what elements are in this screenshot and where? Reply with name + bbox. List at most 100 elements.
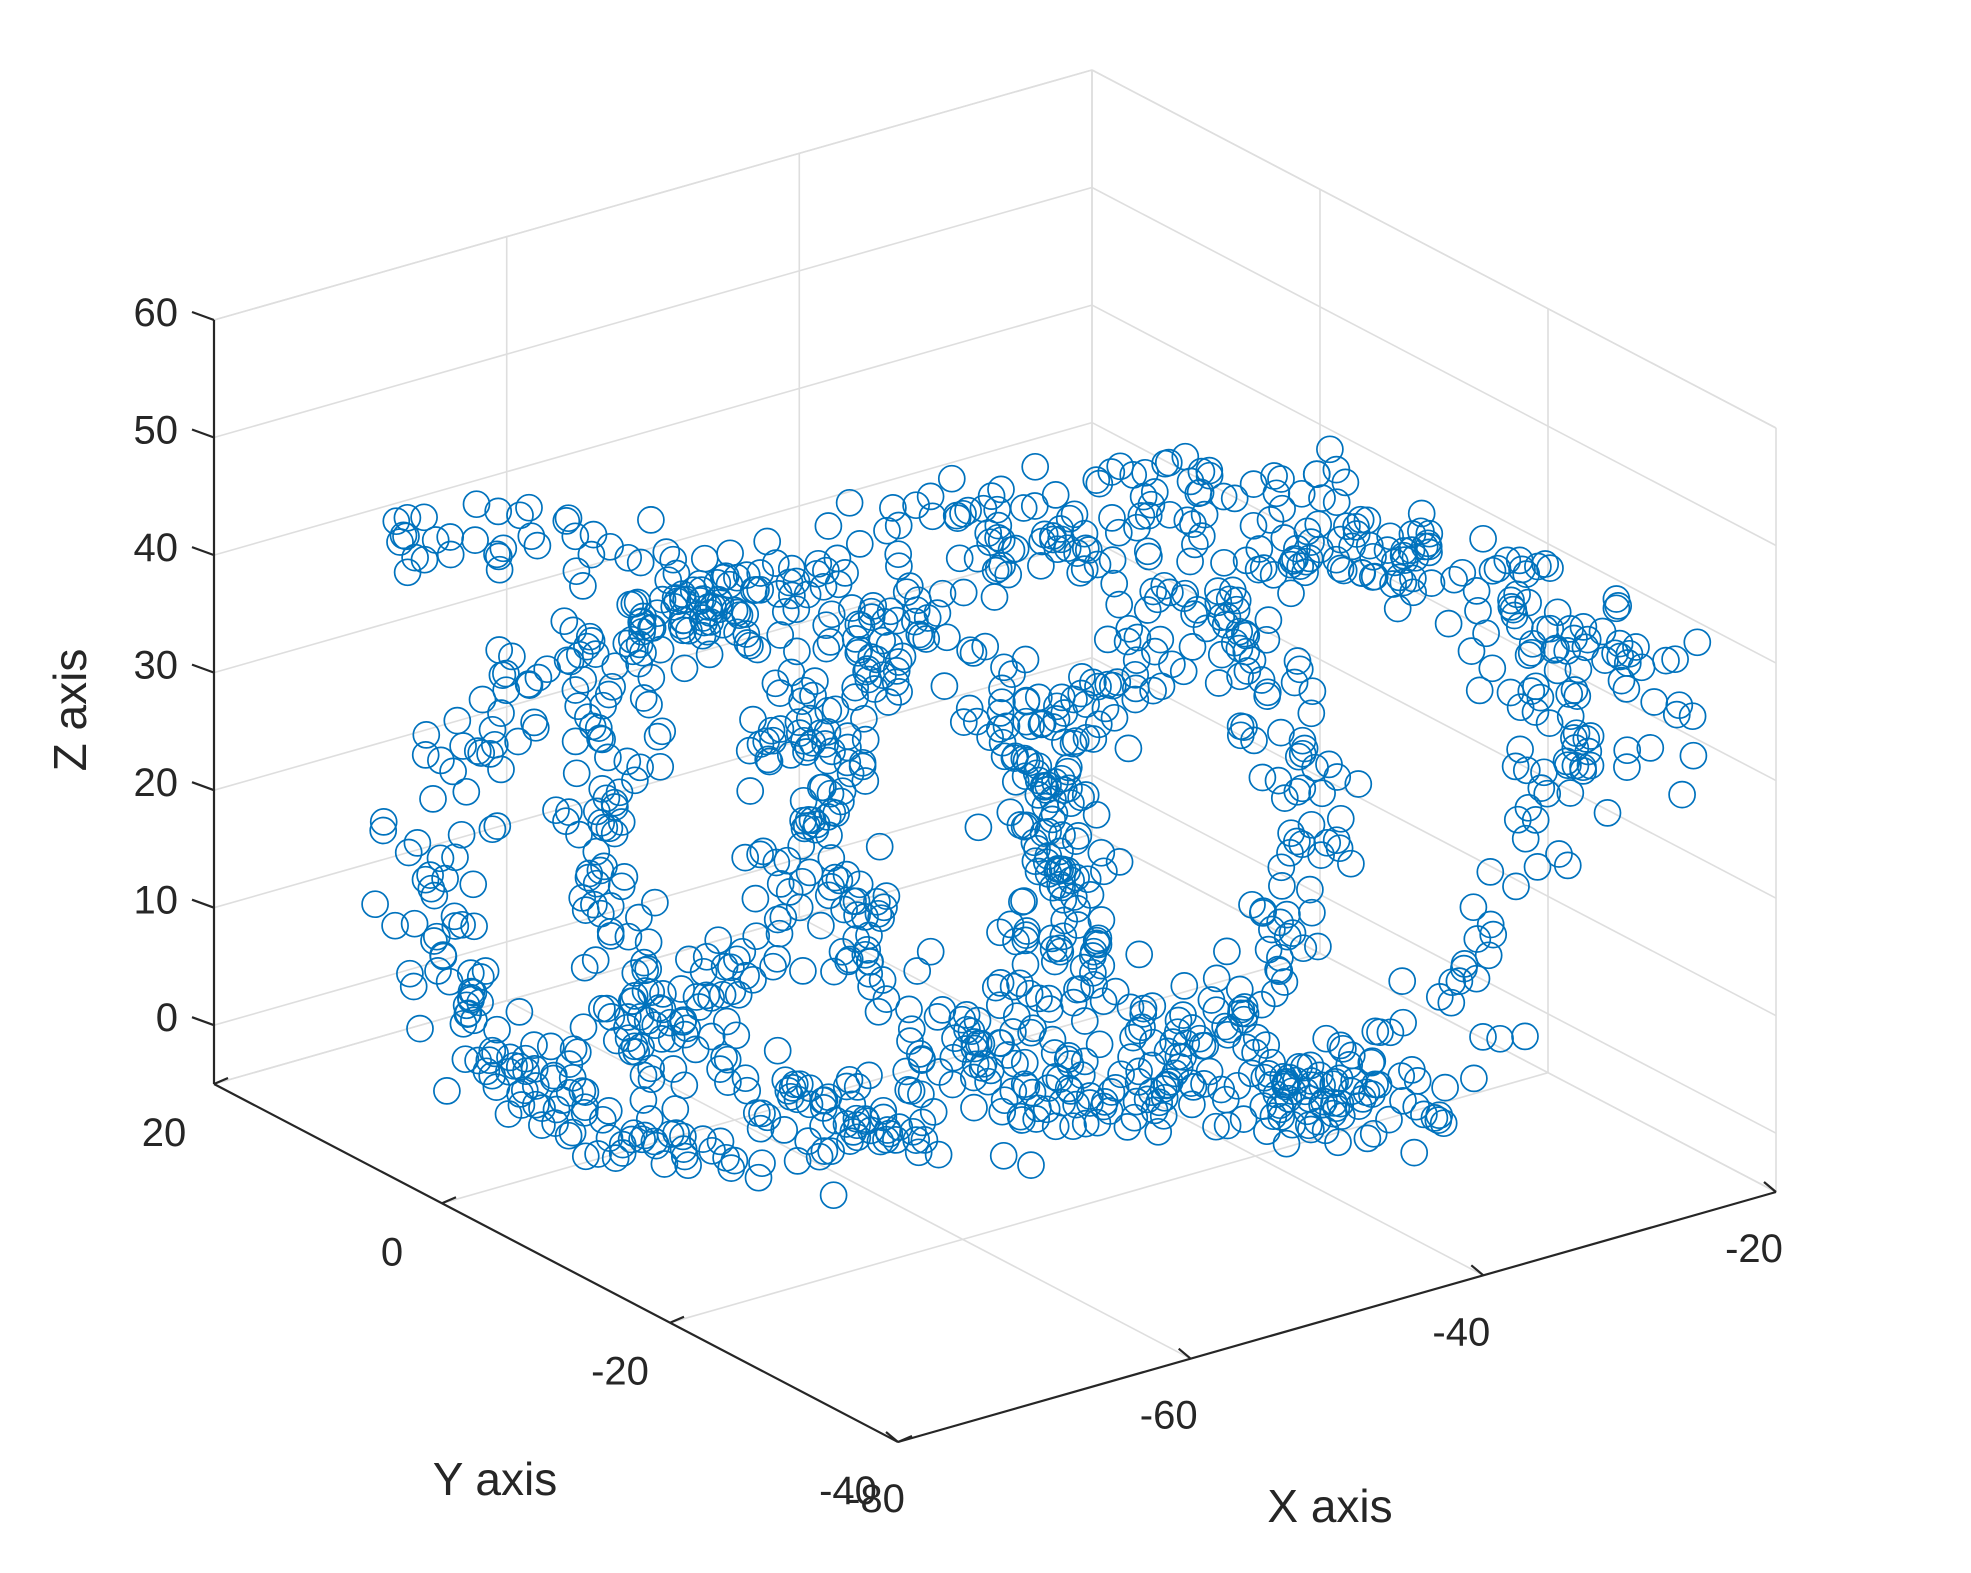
scatter-point xyxy=(971,632,1000,661)
scatter-point xyxy=(548,1086,577,1115)
scatter-point xyxy=(1230,1005,1258,1034)
scatter-point xyxy=(1353,1124,1382,1153)
scatter-point xyxy=(1313,828,1342,857)
y-tick-mark xyxy=(441,1196,457,1205)
scatter-point xyxy=(709,610,737,639)
scatter-point xyxy=(998,660,1026,688)
scatter-point xyxy=(1006,811,1035,839)
scatter-point xyxy=(813,717,842,746)
scatter-point xyxy=(1636,734,1665,762)
scatter-point xyxy=(1178,1090,1206,1119)
scatter-point xyxy=(949,578,978,607)
z-tick-mark xyxy=(191,781,215,792)
scatter-point xyxy=(1037,924,1066,953)
scatter-point xyxy=(860,675,889,703)
scatter-point xyxy=(952,1001,981,1029)
scatter-point xyxy=(681,1035,710,1064)
scatter-point xyxy=(1139,577,1168,606)
scatter-point xyxy=(669,1135,698,1163)
scatter-point xyxy=(1338,532,1366,561)
scatter-point xyxy=(1253,682,1282,710)
scatter-point xyxy=(1388,967,1417,995)
scatter-point xyxy=(1121,660,1150,689)
scatter-point xyxy=(411,865,440,894)
floor-grid-line-y xyxy=(669,1071,1549,1324)
scatter-point xyxy=(879,494,907,522)
scatter-point xyxy=(1266,1091,1294,1120)
scatter-point xyxy=(592,994,621,1023)
scatter-point xyxy=(1013,917,1041,945)
scatter-point xyxy=(868,626,897,655)
z-tick-label: 10 xyxy=(134,879,179,923)
scatter-point xyxy=(601,652,630,681)
scatter-point xyxy=(1049,922,1078,951)
scatter-point xyxy=(1213,1020,1242,1049)
scatter-point xyxy=(1361,1017,1390,1046)
scatter-point xyxy=(1533,779,1562,808)
scatter-point xyxy=(832,1110,861,1138)
scatter-point xyxy=(905,620,934,649)
scatter-point xyxy=(369,816,398,845)
scatter-point xyxy=(1073,865,1102,894)
scatter-point xyxy=(742,922,771,951)
z-tick-mark xyxy=(191,310,215,322)
scatter-point xyxy=(1032,848,1061,877)
scatter-point xyxy=(406,1014,434,1043)
scatter-point xyxy=(763,1036,792,1065)
scatter-point xyxy=(411,741,440,769)
scatter-point xyxy=(1067,1061,1096,1089)
scatter-point xyxy=(1267,718,1295,747)
scatter-point xyxy=(461,526,489,554)
scatter-point xyxy=(1001,534,1030,563)
scatter-point xyxy=(1080,970,1108,999)
scatter-point xyxy=(1270,784,1299,812)
scatter-point xyxy=(629,638,657,667)
scatter-point xyxy=(1342,520,1371,548)
scatter-point xyxy=(1018,1078,1047,1107)
scatter-point xyxy=(841,673,870,702)
scatter-point xyxy=(1302,460,1331,488)
z-tick-mark xyxy=(191,428,215,439)
scatter-point xyxy=(1017,1151,1045,1179)
scatter-point xyxy=(1238,890,1266,919)
scatter-point xyxy=(1289,934,1318,963)
scatter-point xyxy=(819,1181,848,1210)
scatter-point xyxy=(1202,996,1231,1025)
scatter-point xyxy=(618,637,647,666)
scatter-point xyxy=(817,873,846,901)
scatter-point xyxy=(1178,633,1207,661)
scatter-point xyxy=(1613,753,1641,781)
scatter-point xyxy=(842,925,871,953)
scatter-point xyxy=(896,1027,924,1055)
scatter-point xyxy=(1119,1023,1147,1052)
scatter-point xyxy=(697,984,725,1012)
scatter-point xyxy=(771,597,800,626)
scatter-point xyxy=(1164,1006,1193,1035)
scatter-point xyxy=(1499,595,1528,624)
scatter-point xyxy=(1247,666,1276,694)
scatter-point xyxy=(817,600,846,629)
scatter-point xyxy=(766,870,795,898)
scatter-point xyxy=(1213,937,1241,966)
scatter-point xyxy=(1181,530,1209,559)
scatter-point xyxy=(1105,848,1134,876)
scatter-point xyxy=(1207,1075,1236,1104)
scatter-point xyxy=(1503,805,1532,834)
scatter-point xyxy=(1280,668,1309,697)
scatter-point xyxy=(847,611,876,640)
scatter-point xyxy=(1273,922,1302,951)
scatter-point xyxy=(1218,576,1247,605)
scatter-point xyxy=(478,715,507,744)
scatter-point xyxy=(1284,742,1313,771)
scatter-point xyxy=(742,576,770,604)
grid-lines xyxy=(213,69,1777,1443)
z-axis-title: Z axis xyxy=(44,649,96,772)
scatter-point xyxy=(984,554,1013,583)
scatter-point xyxy=(575,859,604,888)
scatter-point xyxy=(1053,534,1082,563)
scatter-point xyxy=(649,980,677,1008)
scatter-point xyxy=(1159,1028,1187,1056)
scatter-point xyxy=(937,464,966,493)
scatter-point xyxy=(851,725,880,754)
back-wall-grid-line-z xyxy=(213,69,1093,321)
